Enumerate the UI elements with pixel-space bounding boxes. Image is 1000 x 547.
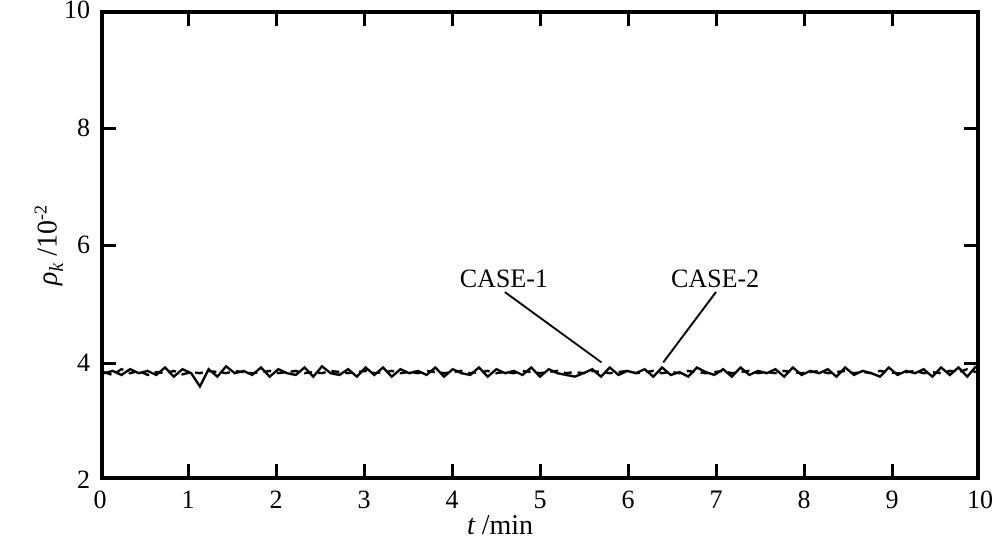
x-tick-label: 4 — [446, 485, 459, 515]
x-tick-label: 2 — [270, 485, 283, 515]
x-tick-label: 10 — [967, 485, 993, 515]
series-CASE-2 — [104, 366, 976, 386]
x-tick-label: 3 — [358, 485, 371, 515]
x-tick-mark — [803, 14, 806, 26]
y-tick-label: 6 — [77, 230, 90, 260]
x-tick-mark — [539, 464, 542, 476]
x-tick-label: 1 — [182, 485, 195, 515]
x-tick-mark — [539, 14, 542, 26]
y-tick-mark — [104, 244, 116, 247]
y-tick-mark — [104, 127, 116, 130]
y-tick-label: 4 — [77, 348, 90, 378]
y-tick-label: 2 — [77, 465, 90, 495]
x-tick-mark — [363, 14, 366, 26]
x-tick-label: 6 — [622, 485, 635, 515]
y-tick-mark — [964, 362, 976, 365]
x-tick-mark — [891, 464, 894, 476]
y-tick-label: 10 — [64, 0, 90, 25]
x-tick-mark — [627, 464, 630, 476]
y-axis-label: ρk /10-2 — [31, 205, 70, 285]
x-tick-label: 8 — [798, 485, 811, 515]
annotation-label: CASE-2 — [671, 264, 759, 294]
x-tick-mark — [187, 464, 190, 476]
x-tick-mark — [451, 14, 454, 26]
y-tick-label: 8 — [77, 113, 90, 143]
x-tick-mark — [803, 464, 806, 476]
annotation-label: CASE-1 — [460, 264, 548, 294]
plot-svg — [104, 14, 976, 476]
y-tick-mark — [964, 127, 976, 130]
x-tick-mark — [275, 14, 278, 26]
y-tick-mark — [104, 362, 116, 365]
x-tick-label: 0 — [94, 485, 107, 515]
x-tick-label: 9 — [886, 485, 899, 515]
chart-plot-area — [100, 10, 980, 480]
y-tick-mark — [964, 244, 976, 247]
x-tick-mark — [451, 464, 454, 476]
x-tick-mark — [891, 14, 894, 26]
x-tick-mark — [627, 14, 630, 26]
x-tick-mark — [715, 464, 718, 476]
x-tick-mark — [187, 14, 190, 26]
x-tick-label: 7 — [710, 485, 723, 515]
x-axis-label: t /min — [467, 510, 533, 542]
x-tick-mark — [363, 464, 366, 476]
x-tick-mark — [275, 464, 278, 476]
x-tick-label: 5 — [534, 485, 547, 515]
x-tick-mark — [715, 14, 718, 26]
